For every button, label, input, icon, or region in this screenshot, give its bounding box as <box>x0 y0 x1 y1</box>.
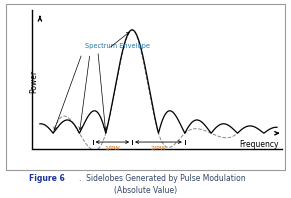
Text: Figure 6: Figure 6 <box>29 174 65 183</box>
Text: 1/PW: 1/PW <box>104 146 120 150</box>
Text: 2/PW: 2/PW <box>150 146 166 150</box>
Text: .  Sidelobes Generated by Pulse Modulation: . Sidelobes Generated by Pulse Modulatio… <box>79 174 245 183</box>
Text: Spectrum Envelope: Spectrum Envelope <box>85 43 150 49</box>
Text: (Absolute Value): (Absolute Value) <box>114 186 177 195</box>
Text: Power: Power <box>30 70 39 93</box>
Text: Frequency: Frequency <box>239 140 278 149</box>
